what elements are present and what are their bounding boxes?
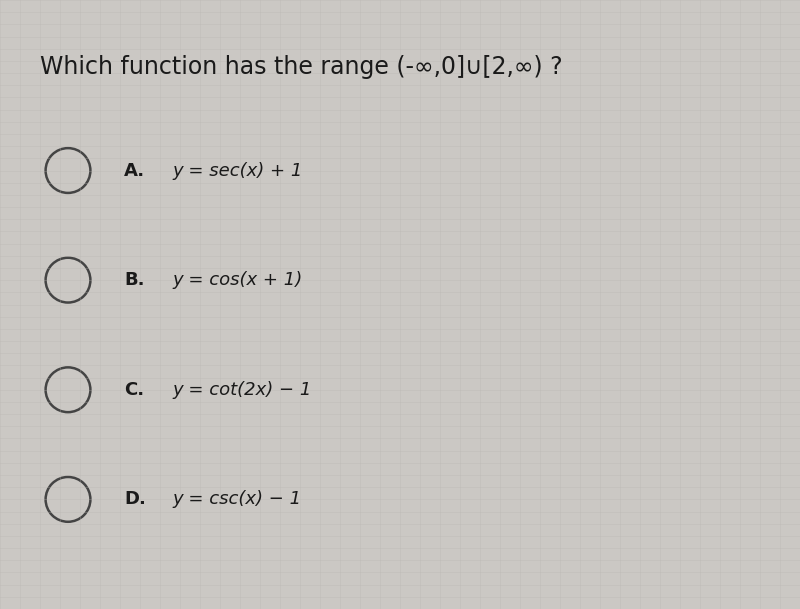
Text: C.: C. [124,381,144,399]
Text: Which function has the range (-∞,0]∪[2,∞) ?: Which function has the range (-∞,0]∪[2,∞… [40,55,562,79]
Text: y = cos(x + 1): y = cos(x + 1) [172,271,302,289]
Text: y = sec(x) + 1: y = sec(x) + 1 [172,161,302,180]
Text: y = csc(x) − 1: y = csc(x) − 1 [172,490,301,509]
Text: B.: B. [124,271,145,289]
Text: y = cot(2x) − 1: y = cot(2x) − 1 [172,381,311,399]
Text: A.: A. [124,161,145,180]
Text: D.: D. [124,490,146,509]
